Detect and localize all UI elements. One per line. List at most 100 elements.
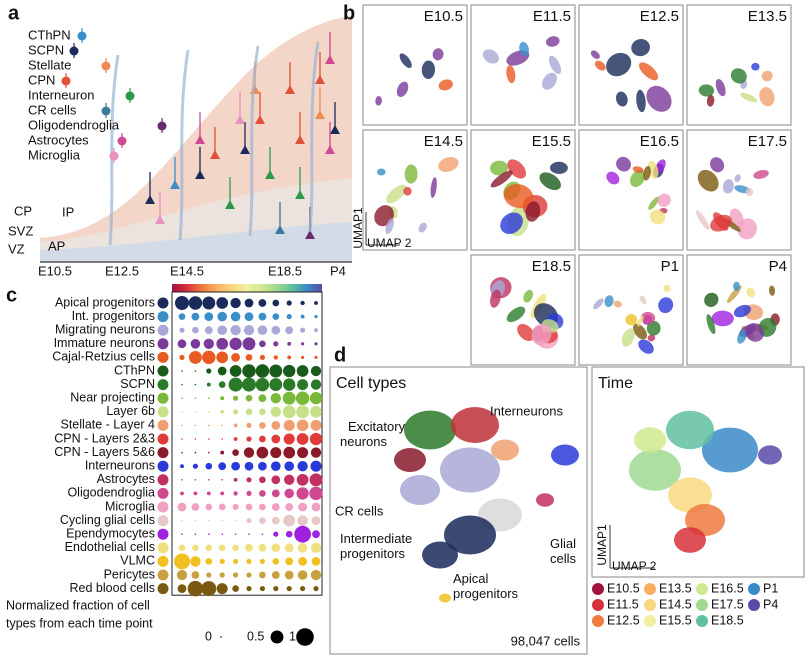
dot bbox=[220, 410, 224, 414]
dot bbox=[298, 503, 307, 512]
dot bbox=[195, 479, 197, 481]
dot bbox=[246, 354, 253, 361]
time-legend-label: E13.5 bbox=[659, 581, 692, 595]
dot bbox=[296, 405, 309, 418]
dot bbox=[287, 300, 292, 305]
dot bbox=[179, 328, 184, 333]
row-color-key bbox=[158, 570, 169, 581]
dot bbox=[246, 586, 251, 591]
dot bbox=[284, 461, 294, 471]
dot bbox=[256, 378, 269, 391]
timeline-label: E10.5 bbox=[38, 263, 72, 278]
dot bbox=[221, 438, 223, 440]
dot bbox=[229, 378, 243, 392]
dot bbox=[232, 585, 239, 592]
umap-axis-label: UMAP1 bbox=[351, 207, 365, 249]
dot bbox=[221, 425, 223, 427]
dot bbox=[235, 520, 237, 522]
dot bbox=[179, 544, 186, 551]
row-color-key bbox=[158, 502, 169, 513]
row-label: Cycling glial cells bbox=[60, 513, 155, 527]
dot bbox=[175, 296, 189, 310]
dot bbox=[219, 381, 226, 388]
dot bbox=[179, 313, 186, 320]
size-legend-label: 1 bbox=[289, 629, 296, 643]
row-color-key bbox=[158, 434, 169, 445]
row-label: Oligodendroglia bbox=[67, 486, 155, 500]
dot bbox=[246, 395, 253, 402]
cell-type-label: Stellate bbox=[28, 57, 71, 72]
time-legend-swatch bbox=[644, 583, 656, 595]
dot bbox=[232, 544, 239, 551]
time-legend-label: E14.5 bbox=[659, 597, 692, 611]
dot bbox=[272, 571, 280, 579]
row-label: Stellate - Layer 4 bbox=[61, 418, 156, 432]
dot bbox=[233, 491, 237, 495]
dot bbox=[181, 479, 183, 481]
row-label: Cajal-Retzius cells bbox=[52, 350, 155, 364]
dot bbox=[271, 461, 281, 471]
dot bbox=[271, 326, 280, 335]
umap-cluster bbox=[666, 411, 714, 449]
timeline-label: E14.5 bbox=[170, 263, 204, 278]
umap-cluster bbox=[404, 411, 456, 450]
cell-type-label: CR cells bbox=[28, 102, 77, 117]
umap-cluster bbox=[394, 448, 426, 472]
dot bbox=[310, 473, 323, 486]
row-color-key bbox=[158, 556, 169, 567]
umap-title: E15.5 bbox=[532, 133, 571, 150]
dot bbox=[217, 583, 228, 594]
dot bbox=[246, 572, 251, 577]
row-color-key bbox=[158, 311, 169, 322]
dot bbox=[283, 365, 295, 377]
size-legend-label: 0.5 bbox=[247, 629, 264, 643]
dot bbox=[301, 356, 304, 359]
dot bbox=[195, 370, 197, 372]
dot bbox=[297, 461, 307, 471]
dot bbox=[298, 570, 308, 580]
dot bbox=[310, 461, 321, 472]
size-legend-title: Normalized fraction of cell bbox=[6, 598, 150, 612]
dot bbox=[195, 397, 197, 399]
dot bbox=[181, 370, 183, 372]
dot bbox=[219, 544, 226, 551]
dot bbox=[234, 478, 238, 482]
row-label: Ependymocytes bbox=[66, 526, 155, 540]
size-legend-dot bbox=[296, 628, 314, 646]
dot bbox=[232, 449, 239, 456]
dot bbox=[230, 365, 242, 377]
dot bbox=[246, 518, 251, 523]
dot bbox=[283, 392, 296, 405]
dot bbox=[272, 503, 280, 511]
dot bbox=[231, 353, 240, 362]
dot bbox=[298, 557, 307, 566]
dot bbox=[205, 463, 212, 470]
dot bbox=[245, 544, 253, 552]
dot bbox=[312, 530, 320, 538]
dot bbox=[287, 586, 292, 591]
time-legend-label: E18.5 bbox=[711, 613, 744, 627]
row-color-key bbox=[158, 406, 169, 417]
dot bbox=[178, 339, 187, 348]
row-color-key bbox=[158, 298, 169, 309]
dot bbox=[221, 533, 223, 535]
dot bbox=[174, 553, 190, 569]
umap-cluster bbox=[422, 542, 458, 569]
dot bbox=[208, 452, 210, 454]
dot bbox=[195, 411, 197, 413]
dot bbox=[314, 301, 318, 305]
dot bbox=[221, 520, 223, 522]
umap-cluster bbox=[634, 427, 666, 453]
dot bbox=[188, 581, 203, 596]
row-label: Migrating neurons bbox=[55, 322, 155, 336]
dot bbox=[260, 559, 265, 564]
dot bbox=[208, 533, 210, 535]
row-color-key bbox=[158, 379, 169, 390]
dot bbox=[296, 391, 309, 404]
dot bbox=[272, 313, 279, 320]
dot bbox=[202, 297, 215, 310]
row-label: Int. progenitors bbox=[72, 309, 155, 323]
dot bbox=[180, 491, 184, 495]
dot bbox=[259, 436, 266, 443]
row-color-key bbox=[158, 474, 169, 485]
